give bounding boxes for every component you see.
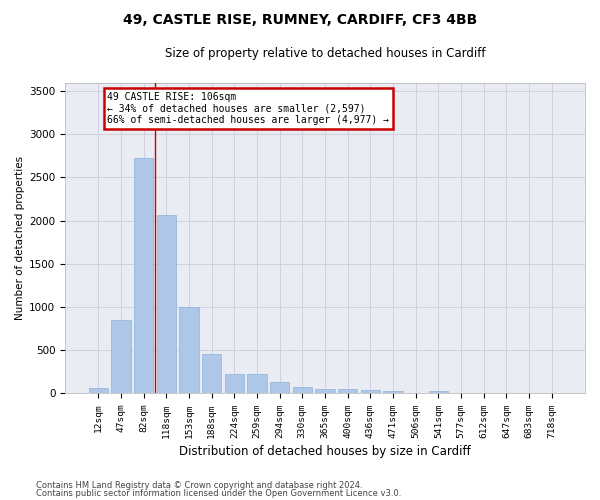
Bar <box>225 374 244 394</box>
Bar <box>270 382 289 394</box>
Bar <box>89 388 108 394</box>
Bar <box>383 391 403 394</box>
Bar <box>361 390 380 394</box>
Text: Contains HM Land Registry data © Crown copyright and database right 2024.: Contains HM Land Registry data © Crown c… <box>36 480 362 490</box>
Bar <box>134 158 154 394</box>
Bar <box>429 391 448 394</box>
Bar <box>157 216 176 394</box>
Bar <box>247 374 267 394</box>
X-axis label: Distribution of detached houses by size in Cardiff: Distribution of detached houses by size … <box>179 444 471 458</box>
Y-axis label: Number of detached properties: Number of detached properties <box>15 156 25 320</box>
Text: 49, CASTLE RISE, RUMNEY, CARDIFF, CF3 4BB: 49, CASTLE RISE, RUMNEY, CARDIFF, CF3 4B… <box>123 12 477 26</box>
Bar <box>338 388 358 394</box>
Title: Size of property relative to detached houses in Cardiff: Size of property relative to detached ho… <box>165 48 485 60</box>
Bar <box>293 388 312 394</box>
Bar <box>202 354 221 394</box>
Bar <box>179 307 199 394</box>
Bar <box>316 388 335 394</box>
Text: Contains public sector information licensed under the Open Government Licence v3: Contains public sector information licen… <box>36 489 401 498</box>
Bar <box>112 320 131 394</box>
Text: 49 CASTLE RISE: 106sqm
← 34% of detached houses are smaller (2,597)
66% of semi-: 49 CASTLE RISE: 106sqm ← 34% of detached… <box>107 92 389 125</box>
